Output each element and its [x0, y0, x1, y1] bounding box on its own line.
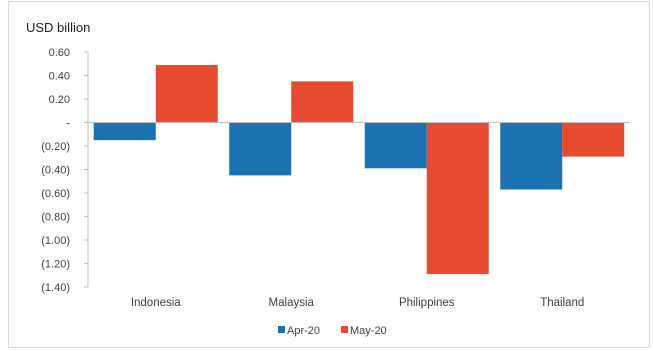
y-tick-label: (1.00) [41, 235, 70, 247]
y-tick-label: (0.60) [41, 188, 70, 200]
bar-may-20-thailand [562, 122, 625, 157]
bar-apr-20-malaysia [229, 122, 292, 176]
y-tick-label: 0.40 [49, 71, 70, 83]
y-tick-label: (1.40) [41, 282, 70, 294]
x-category-label: Malaysia [269, 297, 315, 309]
y-tick-label: (0.20) [41, 141, 70, 153]
legend: Apr-20 May-20 [278, 325, 387, 337]
chart-frame [8, 1, 650, 348]
bar-may-20-malaysia [291, 81, 354, 123]
bar-apr-20-thailand [500, 122, 563, 190]
legend-swatch [278, 326, 285, 333]
y-tick-label: (0.80) [41, 212, 70, 224]
bar-may-20-philippines [426, 122, 489, 275]
bar-apr-20-philippines [364, 122, 427, 169]
legend-swatch [341, 326, 348, 333]
y-axis-ticks: 0.60 0.40 0.20 - (0.20) (0.40) (0.60) (0.80) (1.… [41, 47, 88, 294]
bar-apr-20-indonesia [93, 122, 156, 141]
y-tick-label: - [66, 118, 70, 130]
y-tick-label: 0.60 [49, 47, 70, 59]
x-axis-category-labels: Indonesia Malaysia Philippines Thailand [131, 297, 585, 309]
x-category-label: Philippines [399, 297, 455, 309]
x-category-label: Thailand [540, 297, 584, 309]
y-tick-label: (1.20) [41, 259, 70, 271]
bar-may-20-indonesia [155, 64, 218, 123]
y-tick-label: (0.40) [41, 165, 70, 177]
x-category-label: Indonesia [131, 297, 181, 309]
legend-label: Apr-20 [287, 325, 320, 337]
legend-label: May-20 [350, 325, 387, 337]
bar-series [93, 64, 625, 275]
y-unit-label: USD billion [26, 20, 90, 35]
y-tick-label: 0.20 [49, 94, 70, 106]
